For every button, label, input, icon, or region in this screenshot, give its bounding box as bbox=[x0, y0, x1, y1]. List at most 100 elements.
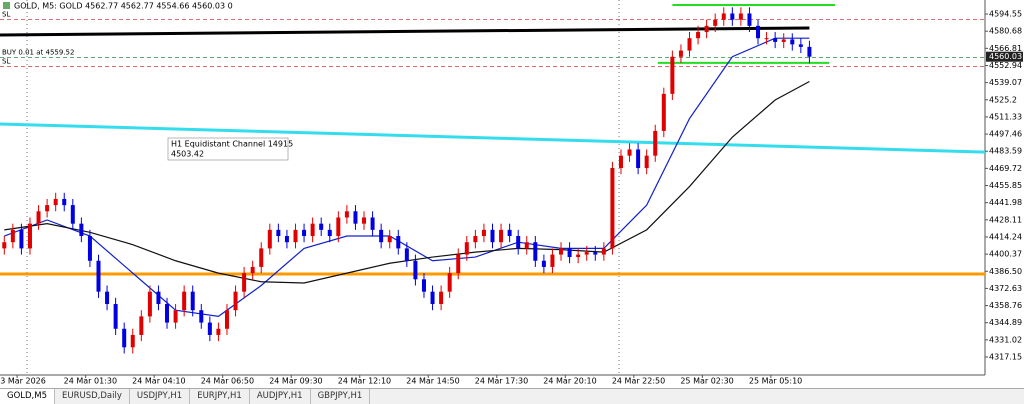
y-tick-label: 4344.89 bbox=[989, 318, 1022, 327]
candle-body bbox=[738, 13, 743, 20]
candle-body bbox=[790, 39, 795, 45]
x-tick-label: 24 Mar 17:30 bbox=[475, 377, 528, 386]
level-label: SL bbox=[2, 58, 10, 66]
channel-label: H1 Equidistant Channel 14915 bbox=[171, 140, 293, 149]
y-tick-label: 4525.2 bbox=[989, 95, 1017, 104]
candle-body bbox=[233, 291, 238, 311]
candle-body bbox=[499, 229, 504, 243]
candle-body bbox=[27, 223, 32, 249]
candle-body bbox=[593, 252, 598, 255]
candle-body bbox=[79, 223, 84, 237]
y-tick-label: 4539.07 bbox=[989, 78, 1022, 87]
candle-body bbox=[618, 155, 623, 169]
candle-body bbox=[147, 291, 152, 317]
candle-body bbox=[182, 291, 187, 311]
candle-body bbox=[10, 229, 15, 243]
y-tick-label: 4441.98 bbox=[989, 198, 1022, 207]
tab[interactable]: GBPJPY,H1 bbox=[311, 389, 371, 404]
candle-body bbox=[242, 273, 247, 292]
candle-body bbox=[336, 217, 341, 237]
tab[interactable]: EURUSD,Daily bbox=[55, 389, 130, 404]
candle-body bbox=[344, 211, 349, 218]
candle-body bbox=[284, 236, 289, 243]
channel-label-box bbox=[167, 137, 289, 161]
moving-average bbox=[4, 37, 810, 318]
x-tick-label: 24 Mar 14:50 bbox=[406, 377, 459, 386]
moving-average bbox=[4, 80, 810, 284]
candle-body bbox=[696, 32, 701, 39]
candle-body bbox=[19, 229, 24, 249]
candle-body bbox=[139, 316, 144, 335]
candle-body bbox=[559, 248, 564, 255]
y-tick-label: 4469.72 bbox=[989, 164, 1022, 173]
candle-body bbox=[541, 260, 546, 267]
tab[interactable]: AUDJPY,H1 bbox=[250, 389, 311, 404]
candle-body bbox=[156, 291, 161, 305]
y-tick-label: 4358.76 bbox=[989, 301, 1022, 310]
candle-body bbox=[327, 229, 332, 237]
x-tick-label: 24 Mar 20:10 bbox=[543, 377, 596, 386]
candle-body bbox=[293, 229, 298, 243]
candle-body bbox=[584, 252, 589, 255]
tab[interactable]: USDJPY,H1 bbox=[130, 389, 191, 404]
candle-body bbox=[747, 13, 752, 26]
candle-body bbox=[396, 236, 401, 249]
candle-body bbox=[199, 310, 204, 323]
y-tick-label: 4511.33 bbox=[989, 112, 1022, 121]
candle-body bbox=[456, 254, 461, 274]
candle-body bbox=[62, 198, 67, 206]
candle-body bbox=[36, 211, 41, 224]
x-tick-label: 24 Mar 12:10 bbox=[338, 377, 391, 386]
trendline bbox=[0, 26, 810, 37]
candle-body bbox=[567, 248, 572, 258]
candle-body bbox=[207, 322, 212, 335]
candle-body bbox=[319, 223, 324, 230]
candle-body bbox=[636, 149, 641, 169]
candle-body bbox=[490, 229, 495, 243]
candle-body bbox=[224, 310, 229, 329]
candle-body bbox=[122, 328, 127, 348]
y-tick-label: 4428.11 bbox=[989, 215, 1022, 224]
candle-body bbox=[250, 266, 255, 274]
candle-body bbox=[464, 242, 469, 255]
candle-body bbox=[773, 38, 778, 42]
x-tick-label: 24 Mar 04:10 bbox=[132, 377, 185, 386]
candle-body bbox=[653, 130, 658, 156]
level-label: SL bbox=[2, 11, 10, 19]
price-tag-label: 4560.03 bbox=[989, 52, 1022, 61]
candle-body bbox=[45, 205, 50, 212]
candle-body bbox=[439, 291, 444, 305]
candle-body bbox=[644, 155, 649, 169]
candle-body bbox=[2, 242, 7, 249]
candle-body bbox=[610, 168, 615, 249]
y-tick-label: 4552.94 bbox=[989, 61, 1022, 70]
y-tick-label: 4414.24 bbox=[989, 232, 1022, 241]
candle-body bbox=[670, 56, 675, 94]
candle-body bbox=[130, 334, 135, 348]
candle-body bbox=[113, 304, 118, 329]
candle-body bbox=[259, 248, 264, 267]
tab[interactable]: GOLD,M5 bbox=[0, 389, 56, 404]
candle-body bbox=[473, 236, 478, 243]
y-tick-label: 4317.15 bbox=[989, 353, 1022, 362]
x-tick-label: 25 Mar 05:10 bbox=[749, 377, 802, 386]
candle-body bbox=[627, 149, 632, 156]
candle-body bbox=[447, 273, 452, 292]
candle-body bbox=[781, 39, 786, 42]
candle-body bbox=[601, 248, 606, 255]
y-tick-label: 4455.85 bbox=[989, 181, 1022, 190]
candle-body bbox=[310, 223, 315, 237]
y-tick-label: 4386.50 bbox=[989, 267, 1022, 276]
candle-body bbox=[190, 291, 195, 311]
x-tick-label: 25 Mar 02:30 bbox=[680, 377, 733, 386]
y-tick-label: 4580.68 bbox=[989, 27, 1022, 36]
tab[interactable]: EURJPY,H1 bbox=[190, 389, 250, 404]
candle-body bbox=[413, 260, 418, 280]
candle-body bbox=[730, 13, 735, 20]
candle-body bbox=[516, 236, 521, 249]
candle-body bbox=[96, 260, 101, 292]
trendline bbox=[0, 122, 986, 154]
candle-body bbox=[507, 229, 512, 237]
candle-body bbox=[481, 229, 486, 237]
